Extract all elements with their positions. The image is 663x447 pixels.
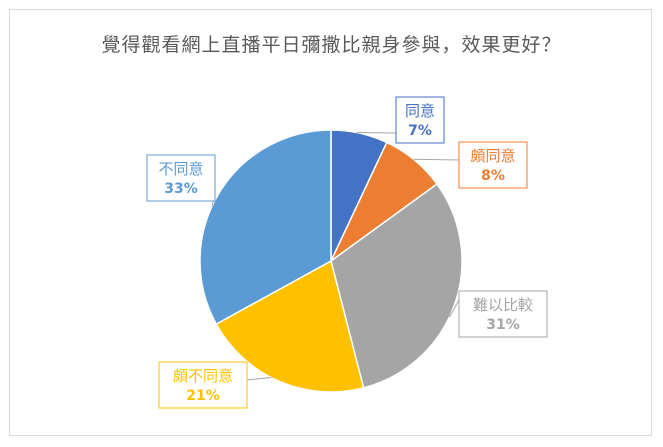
leader-line-2	[448, 299, 460, 318]
callout-box-3	[158, 361, 248, 409]
slice-percent: 31%	[486, 317, 520, 333]
slice-percent: 21%	[186, 388, 220, 404]
pie-slice-3	[215, 259, 365, 393]
callout-box-1	[458, 141, 528, 189]
slice-label: 難以比較	[473, 296, 533, 314]
slice-label: 不同意	[158, 160, 203, 178]
slice-percent: 7%	[408, 123, 432, 139]
chart-title: 覺得觀看網上直播平日彌撒比親身參與，效果更好？	[101, 34, 562, 56]
callout-box-2	[458, 290, 548, 338]
leader-line-3	[246, 377, 272, 381]
callout-box-4	[146, 154, 216, 202]
pie-slice-4	[199, 129, 332, 326]
slice-percent: 33%	[164, 181, 198, 197]
pie-slice-2	[330, 182, 463, 389]
leader-line-1	[413, 158, 460, 161]
slice-label: 頗不同意	[173, 367, 233, 385]
slice-percent: 8%	[481, 168, 505, 184]
callout-box-0	[395, 96, 445, 144]
slice-label: 頗同意	[470, 147, 515, 165]
slice-label: 同意	[405, 102, 435, 120]
